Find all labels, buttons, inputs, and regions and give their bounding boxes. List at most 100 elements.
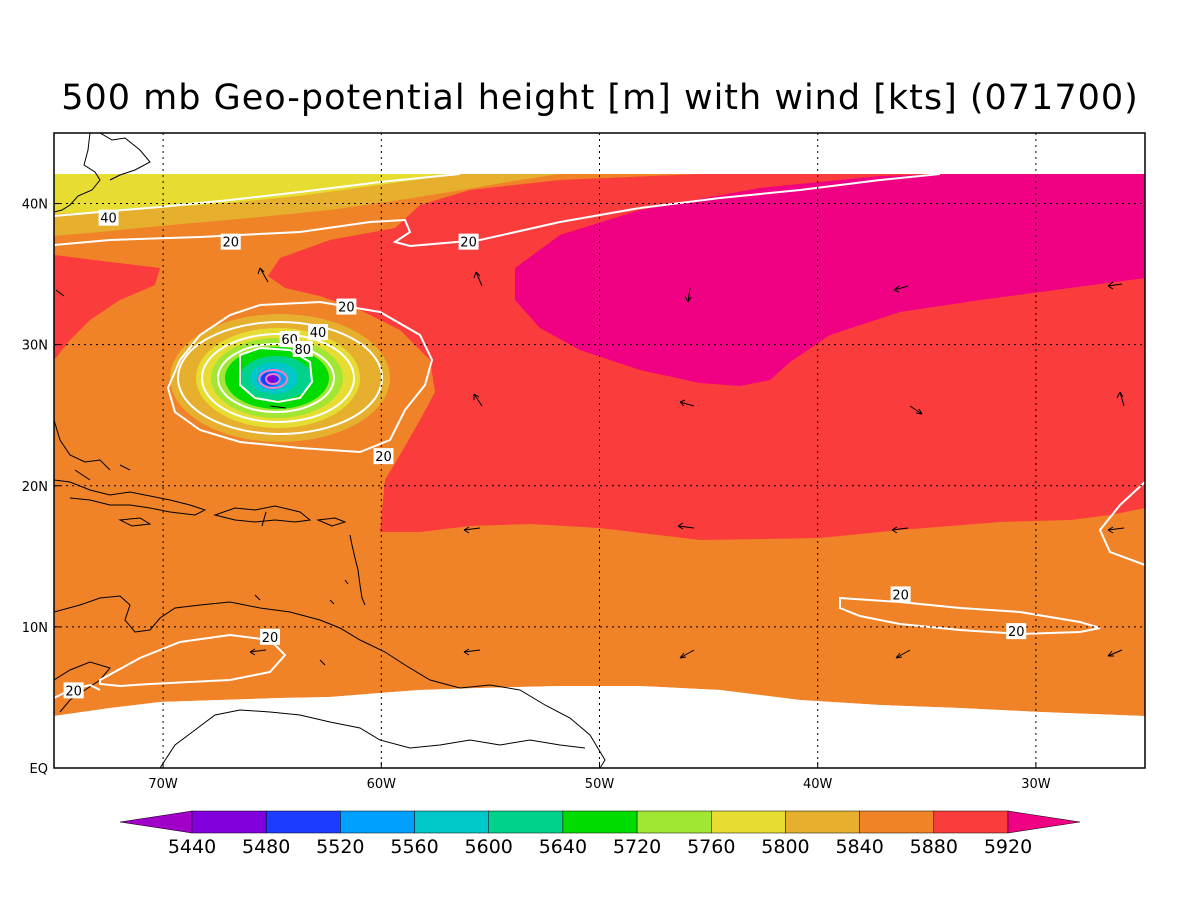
colorbar-label: 5920 [984, 836, 1032, 858]
wind-contour-20-atlantic-south [839, 596, 1101, 636]
colorbar-swatch [785, 810, 860, 834]
colorbar-swatch [488, 810, 564, 834]
wind-contour-40-cyclone [177, 321, 383, 435]
contour-label-bg [98, 209, 119, 226]
wind-contour-60-cyclone [201, 333, 355, 423]
colorbar-label: 5440 [168, 836, 216, 858]
colorbar-label: 5600 [465, 836, 513, 858]
wind-arrow [679, 649, 695, 659]
contour-label-bg [260, 628, 281, 645]
colorbar-swatch [340, 810, 415, 834]
contour-label: 20 [262, 631, 279, 646]
coast-south-america-interior [159, 709, 586, 768]
contour-label: 40 [310, 326, 327, 341]
wind-arrow [249, 648, 267, 656]
colorbar-label: 5640 [539, 836, 587, 858]
coast-nova-scotia [99, 133, 151, 181]
wind-contour-80-cyclone [217, 343, 335, 413]
wind-arrow [891, 526, 909, 534]
x-tick-label: 60W [367, 777, 397, 792]
coast-florida-bahamas [54, 419, 131, 481]
contour-label: 20 [1008, 625, 1025, 640]
x-tick-label: 30W [1021, 777, 1051, 792]
coast-lesser-antilles [349, 534, 366, 606]
wind-contour-eye-outer [258, 369, 288, 389]
x-tick-label: 70W [148, 777, 178, 792]
wind-arrow [473, 393, 483, 407]
x-tick-label: 40W [803, 777, 833, 792]
contour-label-bg [890, 586, 911, 603]
colorbar-swatch [414, 810, 489, 834]
contour-label-bg [373, 448, 394, 465]
axes: 70W 60W 50W 40W 30W EQ 10N 20N 30N 40N [22, 198, 1051, 792]
wind-arrow [269, 405, 287, 409]
y-tick-label: 10N [22, 621, 48, 636]
coast-jamaica [118, 517, 152, 527]
coast-small-islands [254, 579, 349, 666]
colorbar-swatch [265, 810, 341, 834]
coast-northeast-us [54, 133, 101, 213]
height-fill-layer [54, 133, 1145, 768]
contour-label: 20 [375, 450, 392, 465]
wind-arrow [473, 271, 483, 287]
coastlines [54, 133, 606, 768]
wind-arrow [261, 511, 267, 527]
wind-arrow [257, 267, 269, 283]
contour-label: 20 [65, 684, 82, 699]
x-tick-label: 50W [585, 777, 615, 792]
contour-label: 40 [100, 212, 117, 227]
contour-label-bg [1006, 623, 1027, 640]
gridlines [54, 133, 1145, 768]
contour-label: 80 [294, 343, 311, 358]
contour-label-bg [458, 233, 479, 250]
colorbar-label: 5760 [687, 836, 735, 858]
fill-5920-red-west [54, 255, 160, 360]
contour-label: 20 [338, 301, 355, 316]
wind-contour-20-east-edge [1098, 481, 1145, 566]
contour-label-bg [292, 340, 313, 357]
contour-label-bg [336, 298, 357, 315]
colorbar-swatch [191, 810, 267, 834]
coast-puerto-rico [316, 517, 347, 527]
colorbar-swatch [933, 810, 1009, 834]
coast-hispaniola [213, 505, 312, 523]
contour-label: 20 [460, 236, 477, 251]
wind-arrow [677, 522, 695, 530]
colorbar-swatch [711, 810, 786, 834]
wind-arrow [463, 648, 481, 656]
colorbar-label: 5560 [390, 836, 438, 858]
contour-label-bg [63, 682, 84, 699]
wind-arrow [1107, 649, 1123, 657]
colorbar-label: 5880 [910, 836, 958, 858]
wind-arrow [1107, 526, 1125, 534]
wind-contour-20-north [54, 173, 941, 248]
wind-arrow [463, 526, 481, 534]
colorbar: 5440 5480 5520 5560 5600 5640 5720 5760 5800 5840… [119, 810, 1081, 858]
colorbar-label: 5520 [316, 836, 364, 858]
wind-arrow [684, 287, 692, 303]
y-tick-label: EQ [30, 762, 48, 777]
wind-arrow [893, 285, 909, 293]
wind-arrow [1107, 281, 1123, 290]
fill-5840-gold [54, 174, 560, 236]
chart-title: 500 mb Geo-potential height [m] with win… [61, 78, 1139, 118]
contour-label-bg [308, 323, 329, 340]
colorbar-swatch [859, 810, 935, 834]
colorbar-arrow-high [1007, 810, 1081, 834]
y-tick-label: 20N [22, 480, 48, 495]
wind-contour-core [239, 346, 314, 404]
coast-central-america [54, 595, 606, 768]
wind-vectors [55, 267, 1125, 659]
coast-cuba [54, 479, 207, 516]
wind-contour-20-caribbean [99, 633, 287, 688]
colorbar-swatch [636, 810, 712, 834]
colorbar-label: 5800 [761, 836, 809, 858]
contour-label-bg [220, 233, 241, 250]
wind-contour-eye-inner [265, 373, 281, 385]
contour-label: 20 [222, 236, 239, 251]
y-tick-label: 40N [22, 198, 48, 213]
fill-cyclone-5480 [266, 375, 276, 383]
colorbar-arrow-low [119, 810, 193, 834]
contour-label: 20 [892, 588, 909, 603]
